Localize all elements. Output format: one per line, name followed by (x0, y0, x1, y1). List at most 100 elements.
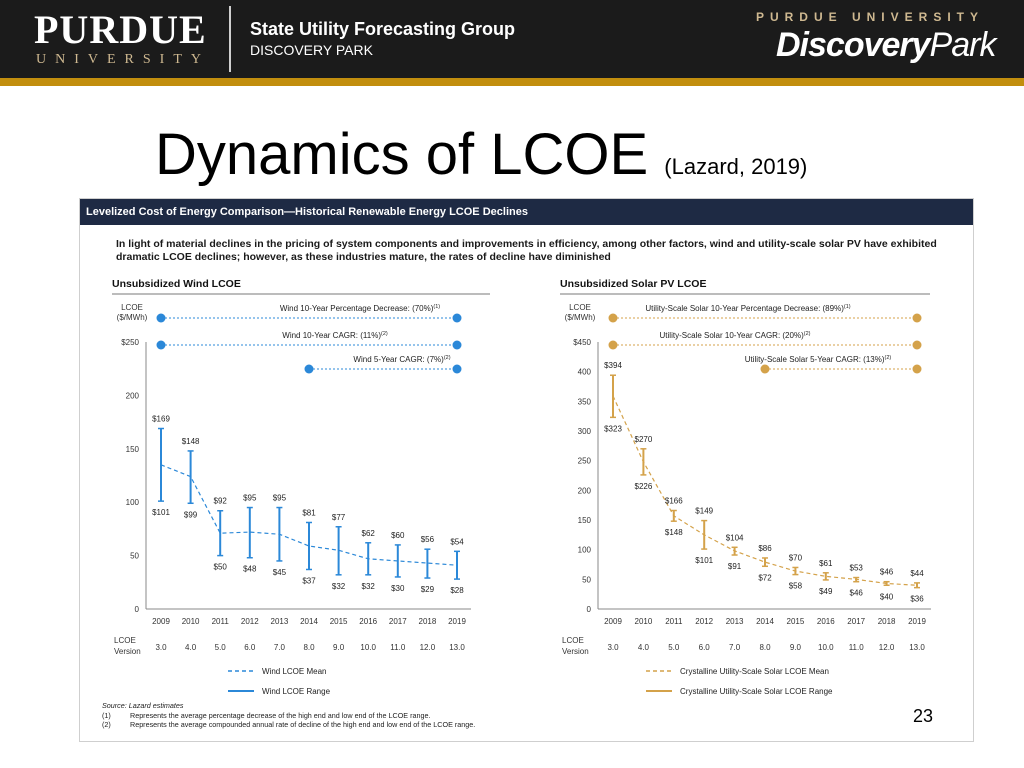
solar-lcoe-version-label: 11.0 (849, 643, 865, 652)
solar-version-label-line2: Version (562, 647, 589, 656)
solar-annotation-text: Utility-Scale Solar 5-Year CAGR: (13%)(2… (745, 355, 892, 364)
wind-ylabel-line2: ($/MWh) (117, 313, 148, 322)
wind-low-label: $28 (450, 586, 464, 595)
wind-mean-line (160, 464, 458, 566)
footnotes: Source: Lazard estimates (1) Represents t… (102, 701, 662, 730)
footnote-2: (2) Represents the average compounded ann… (102, 720, 662, 730)
solar-annotation-footnote-ref: (1) (844, 304, 851, 310)
solar-low-label: $91 (728, 562, 742, 571)
wind-y-tick-label: 0 (135, 605, 140, 614)
footnote-source: Source: Lazard estimates (102, 701, 184, 710)
wind-high-label: $60 (391, 531, 405, 540)
wind-y-tick-label: 50 (130, 552, 139, 561)
solar-annotation-dot-end (912, 313, 922, 323)
wind-low-label: $99 (184, 510, 198, 519)
solar-x-tick-label: 2010 (635, 617, 653, 626)
wind-annotation-footnote-ref: (2) (381, 331, 388, 337)
chart-panel: Levelized Cost of Energy Comparison—Hist… (79, 198, 974, 742)
wind-x-tick-label: 2012 (241, 617, 259, 626)
wind-x-tick-label: 2019 (448, 617, 466, 626)
wind-ylabel-line1: LCOE (121, 303, 143, 312)
wind-low-label: $48 (243, 565, 257, 574)
wind-x-tick-label: 2013 (271, 617, 289, 626)
solar-high-label: $46 (880, 568, 894, 577)
solar-y-tick-label: 400 (578, 368, 592, 377)
purdue-wordmark-logo: PURDUE (34, 7, 207, 52)
solar-low-label: $46 (850, 589, 864, 598)
page-number: 23 (913, 706, 934, 726)
solar-y-tick-label: 150 (578, 516, 592, 525)
wind-x-tick-label: 2014 (300, 617, 318, 626)
wind-high-label: $81 (302, 508, 316, 517)
solar-lcoe-version-label: 10.0 (818, 643, 834, 652)
solar-low-label: $36 (910, 595, 924, 604)
wind-lcoe-version-label: 9.0 (333, 643, 345, 652)
wind-y-tick-label: 200 (126, 391, 140, 400)
solar-annotation-text: Utility-Scale Solar 10-Year CAGR: (20%)(… (660, 331, 811, 340)
header-divider (229, 6, 231, 72)
wind-x-tick-label: 2018 (419, 617, 437, 626)
solar-y-tick-label: 350 (578, 397, 592, 406)
solar-low-label: $40 (880, 592, 894, 601)
wind-high-label: $56 (421, 535, 435, 544)
wind-annotation-dot-start (156, 340, 166, 350)
solar-y-tick-label: 200 (578, 486, 592, 495)
wind-legend-mean-label: Wind LCOE Mean (262, 667, 326, 676)
solar-annotation-dot-start (608, 340, 618, 350)
wind-lcoe-version-label: 8.0 (303, 643, 315, 652)
solar-x-tick-label: 2017 (847, 617, 865, 626)
solar-x-tick-label: 2009 (604, 617, 622, 626)
wind-annotation-dot-start (156, 313, 166, 323)
solar-y-tick-label: $450 (573, 338, 591, 347)
header-gold-bar (0, 78, 1024, 86)
solar-lcoe-version-label: 12.0 (879, 643, 895, 652)
wind-x-tick-label: 2016 (359, 617, 377, 626)
solar-lcoe-version-label: 5.0 (668, 643, 680, 652)
solar-annotation-dot-start (760, 364, 770, 374)
solar-version-label-line1: LCOE (562, 636, 584, 645)
wind-low-label: $29 (421, 585, 435, 594)
wind-high-label: $95 (243, 494, 257, 503)
wind-annotation-footnote-ref: (2) (444, 355, 451, 361)
wind-high-label: $77 (332, 513, 346, 522)
wind-y-tick-label: 100 (126, 498, 140, 507)
wind-x-tick-label: 2017 (389, 617, 407, 626)
wind-legend-range-label: Wind LCOE Range (262, 687, 331, 696)
solar-lcoe-version-label: 9.0 (790, 643, 802, 652)
wind-low-label: $50 (214, 563, 228, 572)
wind-high-label: $148 (182, 437, 200, 446)
wind-x-tick-label: 2009 (152, 617, 170, 626)
footnote-1-number: (1) (102, 710, 111, 720)
solar-high-label: $53 (850, 564, 864, 573)
solar-lcoe-version-label: 3.0 (607, 643, 619, 652)
solar-low-label: $148 (665, 528, 683, 537)
panel-intro-text: In light of material declines in the pri… (116, 238, 937, 263)
group-name: State Utility Forecasting Group (250, 19, 516, 39)
solar-lcoe-version-label: 13.0 (909, 643, 925, 652)
wind-lcoe-version-label: 13.0 (449, 643, 465, 652)
solar-lcoe-version-label: 7.0 (729, 643, 741, 652)
wind-annotation-text: Wind 10-Year Percentage Decrease: (70%)(… (280, 304, 440, 313)
solar-x-tick-label: 2013 (726, 617, 744, 626)
discovery-park-university-label: PURDUE UNIVERSITY (755, 10, 984, 24)
solar-high-label: $270 (635, 435, 653, 444)
solar-low-label: $49 (819, 587, 833, 596)
slide-title-main: Dynamics of LCOE (155, 122, 649, 187)
wind-high-label: $95 (273, 494, 287, 503)
wind-low-label: $101 (152, 508, 170, 517)
wind-lcoe-version-label: 11.0 (390, 643, 406, 652)
footnote-2-text: Represents the average compounded annual… (130, 720, 476, 729)
discovery-park-logo: DiscoveryPark (776, 26, 996, 64)
group-subtitle: DISCOVERY PARK (250, 42, 373, 58)
solar-lcoe-version-label: 8.0 (759, 643, 771, 652)
wind-high-label: $62 (362, 529, 376, 538)
wind-chart-title: Unsubsidized Wind LCOE (112, 278, 241, 290)
panel-heading: Levelized Cost of Energy Comparison—Hist… (80, 199, 973, 225)
wind-annotation-footnote-ref: (1) (433, 304, 440, 310)
wind-version-label-line2: Version (114, 647, 141, 656)
wind-x-tick-label: 2015 (330, 617, 348, 626)
solar-low-label: $226 (635, 482, 653, 491)
solar-high-label: $394 (604, 361, 622, 370)
wind-lcoe-version-label: 10.0 (360, 643, 376, 652)
